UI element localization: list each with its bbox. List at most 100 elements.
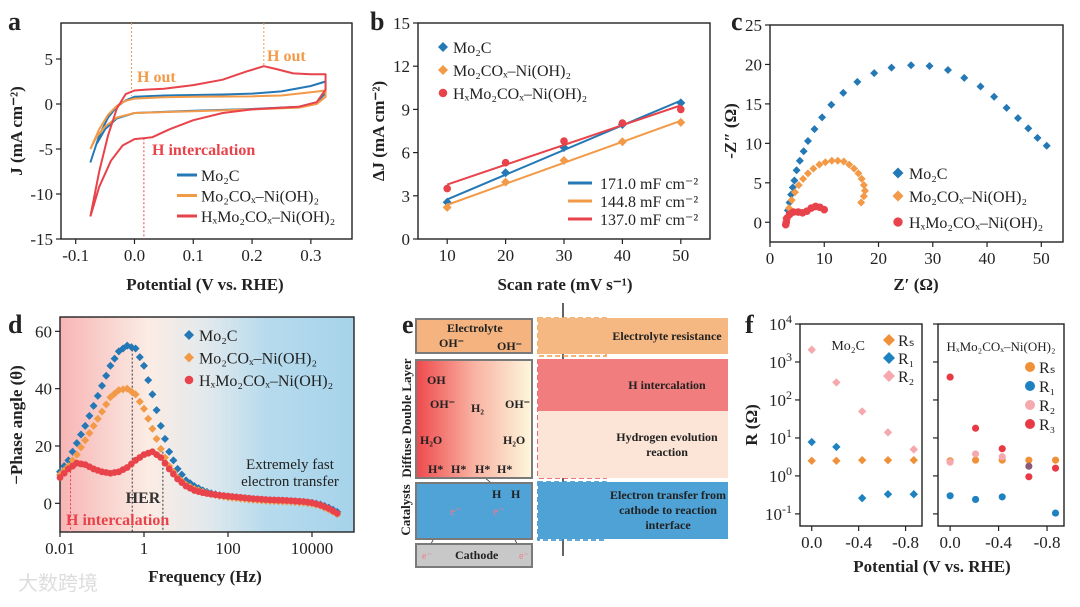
data-point: [976, 82, 985, 91]
band-electron-transfer: [538, 482, 728, 539]
x-tick-label: 40: [614, 246, 631, 265]
x-tick-label: 0.01: [45, 539, 75, 558]
data-point: [857, 455, 867, 465]
band-her: [538, 411, 728, 478]
legend-label: HₓMo₂COₓ–Ni(OH)₂: [201, 209, 335, 226]
band-label-her: Hydrogen evolution reaction: [616, 429, 718, 459]
electrolyte-title: Electrolyte: [447, 321, 503, 335]
y-tick-label: 10: [745, 134, 762, 153]
panel-letter: d: [8, 310, 23, 339]
data-point: [152, 434, 161, 443]
legend-label: R₁: [1039, 379, 1055, 396]
data-point: [148, 424, 157, 433]
legend-label: Mo₂COₓ–Ni(OH)₂: [909, 189, 1027, 206]
species-h: H: [511, 487, 521, 501]
annotation-h-intercalation: H intercalation: [66, 512, 169, 529]
y-tick-label: 15: [393, 14, 410, 33]
data-point: [81, 436, 90, 445]
x-tick-label: 30: [556, 246, 573, 265]
data-point: [165, 465, 173, 473]
legend-label: R₁: [898, 351, 914, 368]
fit-label: 171.0 mF cm⁻²: [600, 176, 698, 193]
band-h-intercalation: [538, 359, 728, 411]
legend-label: Mo₂COₓ–Ni(OH)₂: [453, 63, 571, 80]
y-tick-label: -5: [39, 140, 53, 159]
data-point: [144, 414, 153, 423]
tick-base: 10: [769, 353, 786, 372]
tick-exponent: 3: [786, 350, 792, 364]
data-point: [827, 100, 836, 109]
data-point: [676, 117, 686, 127]
electron: e⁻: [519, 551, 529, 562]
tick-base: 10: [769, 429, 786, 448]
label-diffuse-double-layer: Diffuse Double Layer: [399, 358, 414, 478]
data-point: [89, 421, 98, 430]
y-axis-label: R (Ω): [742, 404, 761, 445]
tick-exponent: 0: [786, 464, 792, 478]
band-label-electrolyte-resistance: Electrolyte resistance: [612, 328, 722, 343]
data-point: [1024, 124, 1033, 133]
watermark: 大数跨境: [18, 572, 98, 595]
legend-marker: [438, 65, 448, 75]
data-point: [72, 450, 81, 459]
data-point: [857, 198, 866, 207]
fit-line-2: [446, 104, 682, 186]
data-point: [131, 344, 140, 353]
data-point: [443, 184, 452, 193]
data-point: [60, 469, 68, 477]
legend-label: HₓMo₂COₓ–Ni(OH)₂: [199, 373, 333, 390]
data-point: [169, 456, 178, 465]
x-tick-label: 0.1: [183, 246, 204, 265]
data-point: [131, 390, 140, 399]
data-point: [943, 65, 952, 74]
y-tick-label: 104: [769, 312, 792, 334]
annotation-fast-transfer: electron transfer: [241, 474, 339, 490]
data-point: [860, 186, 869, 195]
legend-marker: [1025, 362, 1035, 372]
data-point: [89, 401, 98, 410]
legend-label: HₓMo₂COₓ–Ni(OH)₂: [453, 86, 587, 103]
data-point: [135, 397, 144, 406]
y-tick-label: 15: [745, 95, 762, 114]
legend-marker: [1025, 419, 1035, 429]
legend-label: Rₛ: [898, 333, 915, 350]
data-point: [870, 69, 879, 78]
data-point: [93, 414, 102, 423]
data-point: [787, 196, 796, 205]
species-h-ads: H*: [451, 462, 467, 476]
y-tick-label: 6: [402, 144, 411, 163]
data-point: [998, 493, 1006, 501]
x-axis-label: Scan rate (mV s⁻¹): [497, 275, 632, 294]
species-h-ads: H*: [428, 462, 444, 476]
data-point: [946, 492, 954, 500]
legend-marker: [892, 167, 904, 179]
data-point: [799, 147, 808, 156]
x-tick-label: 40: [979, 249, 996, 268]
data-point: [333, 509, 341, 517]
data-point: [790, 176, 799, 185]
legend-marker: [1025, 381, 1035, 391]
data-point: [998, 445, 1006, 453]
electron: e⁻: [422, 551, 432, 562]
data-point: [617, 137, 627, 147]
data-point: [859, 192, 868, 201]
data-point: [807, 437, 816, 447]
data-point: [815, 160, 824, 169]
legend-label: R₂: [1039, 398, 1055, 415]
data-point: [98, 381, 106, 390]
data-point: [850, 164, 859, 173]
data-point: [845, 160, 854, 169]
data-point: [170, 470, 177, 478]
tick-base: 10: [769, 467, 786, 486]
data-point: [998, 453, 1006, 461]
data-point: [790, 188, 799, 197]
legend-label: HₓMo₂COₓ–Ni(OH)₂: [909, 215, 1043, 232]
data-point: [102, 400, 111, 409]
data-point: [676, 105, 685, 114]
data-point: [93, 391, 102, 400]
legend-label: Mo₂COₓ–Ni(OH)₂: [199, 351, 317, 368]
y-tick-label: 10-1: [765, 502, 792, 524]
x-tick-label: -0.1: [62, 246, 89, 265]
